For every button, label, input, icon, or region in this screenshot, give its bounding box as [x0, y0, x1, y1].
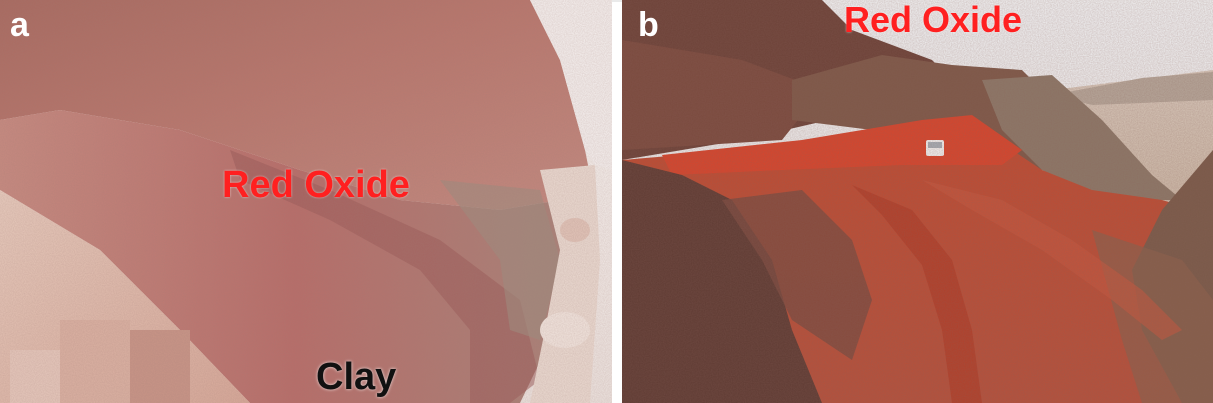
photo-panel-b: b Red Oxide: [622, 0, 1213, 403]
photo-panel-b-image: [622, 0, 1213, 403]
photo-panel-a: a Red Oxide Clay: [0, 0, 612, 403]
red-oxide-label: Red Oxide: [222, 164, 410, 206]
photo-panel-a-image: [0, 0, 612, 403]
red-oxide-label: Red Oxide: [844, 0, 1023, 40]
clay-label: Clay: [316, 356, 397, 398]
panel-letter-b: b: [638, 6, 659, 44]
panel-letter-a: a: [10, 6, 29, 44]
